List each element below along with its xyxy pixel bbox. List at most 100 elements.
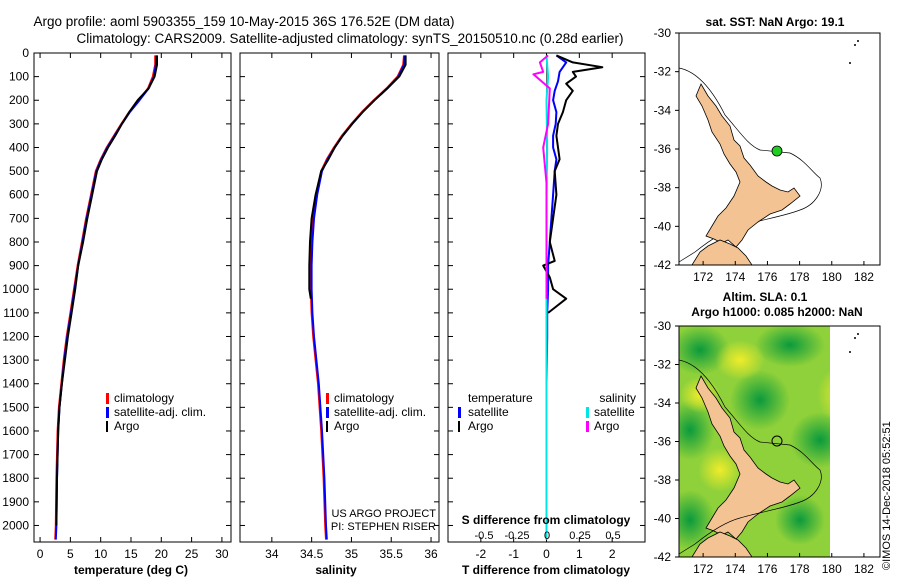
temperature-legend: climatology satellite-adj. clim. Argo xyxy=(106,391,206,433)
y-tick-label: 2000 xyxy=(2,518,29,532)
altimetry-map-float-marker xyxy=(771,435,783,447)
lon-tick-label: 176 xyxy=(757,562,777,576)
x-tick-label: -1 xyxy=(508,547,519,561)
lon-tick-label: 174 xyxy=(725,562,745,576)
x-tick-label: 1 xyxy=(576,547,583,561)
s-tick-label: 0.25 xyxy=(569,530,590,542)
series-line-temperature-argo xyxy=(542,54,604,314)
y-tick-label: 1200 xyxy=(2,329,29,343)
y-tick-label: 1800 xyxy=(2,471,29,485)
lat-tick-label: -38 xyxy=(654,181,672,195)
lat-tick-label: -42 xyxy=(654,550,672,564)
series-line-satellite-adj-clim- xyxy=(310,55,406,540)
lat-tick-label: -34 xyxy=(654,396,672,410)
temperature-panel: 0 5 10 15 20 25 300100200300400500600700800900… xyxy=(2,46,232,577)
legend-marker-satellite xyxy=(326,407,329,418)
s-tick-label: 0 xyxy=(544,530,550,542)
sla-blob xyxy=(679,490,715,550)
y-tick-label: 1100 xyxy=(3,306,29,320)
temperature-plot-frame xyxy=(33,52,232,543)
temperature-xlabel: temperature (deg C) xyxy=(74,563,188,577)
series-line-argo xyxy=(55,55,158,526)
project-annotation: US ARGO PROJECT xyxy=(331,508,436,520)
series-line-salinity-argo xyxy=(532,54,551,299)
s-tick-label: -0.25 xyxy=(504,530,529,542)
legend-marker-salinity-argo xyxy=(586,421,589,432)
lat-tick-label: -34 xyxy=(654,103,672,117)
legend-marker-argo xyxy=(106,421,108,432)
legend-label-climatology: climatology xyxy=(114,391,174,405)
legend-label-temperature-argo: Argo xyxy=(468,419,494,433)
legend-marker-climatology xyxy=(326,393,329,404)
legend-title-temperature: temperature xyxy=(468,391,533,405)
lon-tick-label: 182 xyxy=(854,270,874,284)
lat-tick-label: -42 xyxy=(654,258,672,272)
s-difference-label: S difference from climatology xyxy=(462,513,631,527)
lat-tick-label: -40 xyxy=(654,219,672,233)
legend-label-temperature-satellite: satellite xyxy=(468,405,509,419)
x-tick-label: 35 xyxy=(345,547,359,561)
island-marker xyxy=(849,62,851,64)
lat-tick-label: -40 xyxy=(654,512,672,526)
series-line-argo xyxy=(308,55,407,299)
altimetry-map-title-line1: Altim. SLA: 0.1 xyxy=(723,290,808,304)
lon-tick-label: 178 xyxy=(790,562,810,576)
lon-tick-label: 182 xyxy=(854,562,874,576)
sst-map: sat. SST: NaN Argo: 19.1 172 174 176 178 180… xyxy=(654,15,881,284)
y-tick-label: 200 xyxy=(9,93,29,107)
legend-label-salinity-argo: Argo xyxy=(594,419,620,433)
y-tick-label: 900 xyxy=(9,259,29,273)
figure-title-line2: Climatology: CARS2009. Satellite-adjuste… xyxy=(76,31,623,46)
altimetry-map-contour xyxy=(679,359,822,555)
sst-map-land-south xyxy=(691,239,753,265)
legend-label-climatology: climatology xyxy=(334,391,394,405)
altimetry-masked-area xyxy=(830,326,880,557)
salinity-xlabel: salinity xyxy=(315,563,357,577)
x-tick-label: 0 xyxy=(543,547,550,561)
x-tick-label: 5 xyxy=(67,547,74,561)
difference-top-ticks: -0.5 -0.25 0 0.25 0.5 xyxy=(475,530,621,542)
x-tick-label: 10 xyxy=(94,547,108,561)
y-tick-label: 1900 xyxy=(2,495,29,509)
sla-blob xyxy=(679,400,715,460)
legend-marker-climatology xyxy=(106,393,109,404)
island-marker xyxy=(857,333,859,335)
sst-map-float-marker xyxy=(771,145,783,157)
sla-blob xyxy=(715,340,765,380)
lat-tick-label: -36 xyxy=(654,142,672,156)
y-tick-label: 400 xyxy=(9,140,29,154)
legend-marker-argo xyxy=(326,421,328,432)
series-line-climatology xyxy=(54,55,157,540)
altimetry-map-land-south xyxy=(691,531,753,557)
y-tick-label: 600 xyxy=(9,188,29,202)
legend-marker-satellite xyxy=(106,407,109,418)
series-line-satellite-adj-clim- xyxy=(54,55,158,540)
y-tick-label: 100 xyxy=(9,70,29,84)
island-marker xyxy=(849,351,851,353)
salinity-legend: climatology satellite-adj. clim. Argo xyxy=(326,391,426,433)
legend-title-salinity: salinity xyxy=(599,391,636,405)
island-marker xyxy=(857,40,859,42)
x-tick-label: 25 xyxy=(185,547,199,561)
y-tick-label: 1000 xyxy=(2,282,29,296)
x-tick-label: 34 xyxy=(265,547,279,561)
y-tick-label: 1400 xyxy=(2,377,29,391)
salinity-panel: 34 34.5 35 35.5 36 salinity climatology sate… xyxy=(239,52,440,577)
altimetry-map-land xyxy=(695,375,801,540)
t-difference-xlabel: T difference from climatology xyxy=(462,563,630,577)
x-tick-label: 36 xyxy=(424,547,438,561)
sst-map-land xyxy=(695,83,801,248)
legend-label-satellite: satellite-adj. clim. xyxy=(334,405,426,419)
island-marker xyxy=(854,337,856,339)
legend-marker-temperature-argo xyxy=(458,421,460,432)
legend-marker-temperature-satellite xyxy=(458,407,461,418)
legend-label-salinity-satellite: satellite xyxy=(594,405,635,419)
lat-tick-label: -38 xyxy=(654,473,672,487)
lon-tick-label: 178 xyxy=(790,270,810,284)
figure-title-line1: Argo profile: aoml 5903355_159 10-May-20… xyxy=(33,14,454,29)
lon-tick-label: 172 xyxy=(693,562,713,576)
x-tick-label: 35.5 xyxy=(380,547,404,561)
sla-blob xyxy=(775,495,825,545)
pi-annotation: PI: STEPHEN RISER xyxy=(331,521,436,533)
